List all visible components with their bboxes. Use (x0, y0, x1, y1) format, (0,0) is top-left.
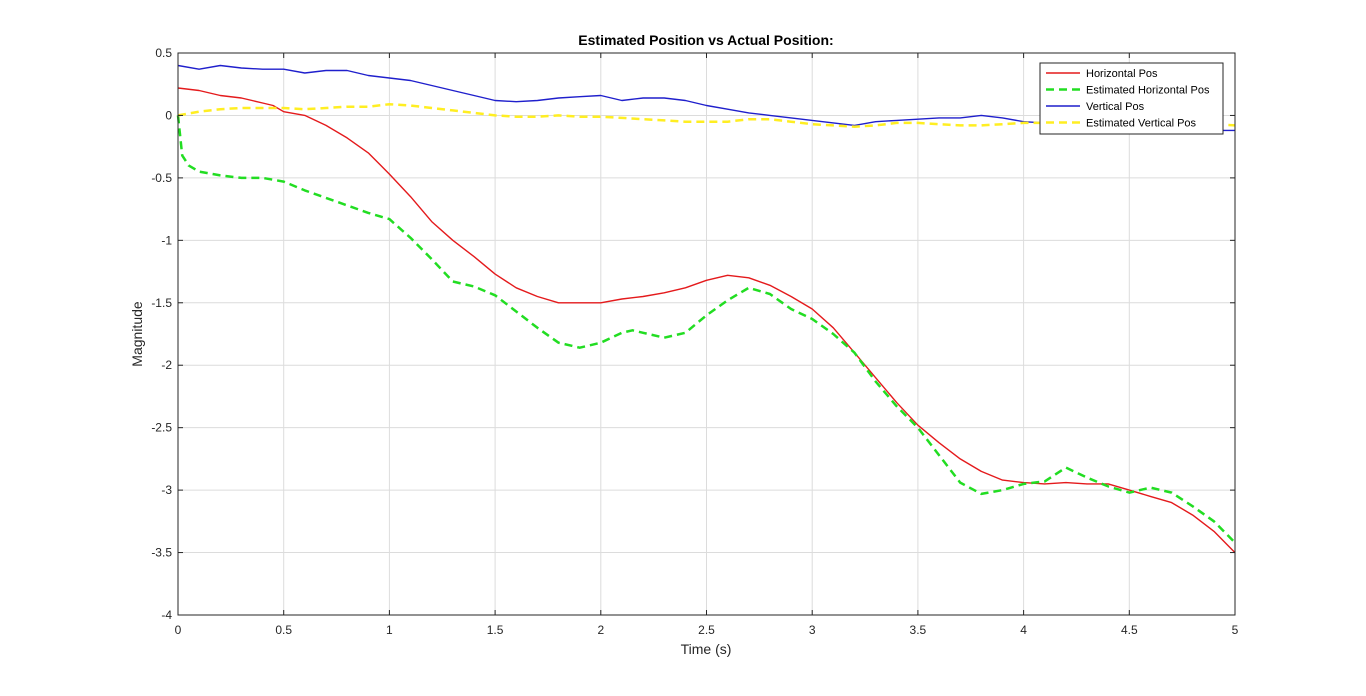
x-tick-label: 3.5 (910, 623, 927, 637)
y-tick-label: -1.5 (151, 296, 172, 310)
y-axis-label: Magnitude (129, 301, 145, 367)
x-tick-label: 2.5 (698, 623, 715, 637)
y-tick-label: 0.5 (155, 46, 172, 60)
legend-label: Horizontal Pos (1086, 68, 1158, 80)
y-tick-label: -3.5 (151, 546, 172, 560)
series-line-estimated-horizontal-pos (176, 115, 1236, 544)
y-tick-label: -2 (161, 358, 172, 372)
x-axis-label: Time (s) (681, 641, 732, 657)
x-tick-label: 5 (1232, 623, 1239, 637)
x-tick-label: 0 (175, 623, 182, 637)
legend-label: Vertical Pos (1086, 101, 1145, 113)
chart-title: Estimated Position vs Actual Position: (578, 32, 833, 48)
legend-label: Estimated Vertical Pos (1086, 118, 1197, 130)
y-tick-label: -4 (161, 608, 172, 622)
x-tick-label: 4 (1020, 623, 1027, 637)
legend-box (1039, 62, 1224, 135)
x-tick-label: 0.5 (275, 623, 292, 637)
y-tick-label: -1 (161, 233, 172, 247)
series-line-estimated-vertical-pos (177, 102, 1236, 128)
x-tick-label: 4.5 (1121, 623, 1138, 637)
y-tick-label: -3 (161, 483, 172, 497)
x-tick-label: 2 (597, 623, 604, 637)
x-tick-label: 1.5 (487, 623, 504, 637)
x-tick-label: 1 (386, 623, 393, 637)
x-tick-label: 3 (809, 623, 816, 637)
y-tick-label: 0 (165, 108, 172, 122)
series-line-horizontal-pos (177, 87, 1236, 554)
ticks: 0 0.5 1 1.5 2 2.5 3 3.5 4 4.5 5 0.5 0 -0.5 -1 -1.5 -2 -2.… (151, 46, 1238, 637)
y-tick-label: -0.5 (151, 171, 172, 185)
legend-label: Estimated Horizontal Pos (1086, 85, 1210, 97)
y-tick-label: -2.5 (151, 421, 172, 435)
legend: Horizontal Pos Estimated Horizontal Pos Ve… (1039, 62, 1224, 135)
